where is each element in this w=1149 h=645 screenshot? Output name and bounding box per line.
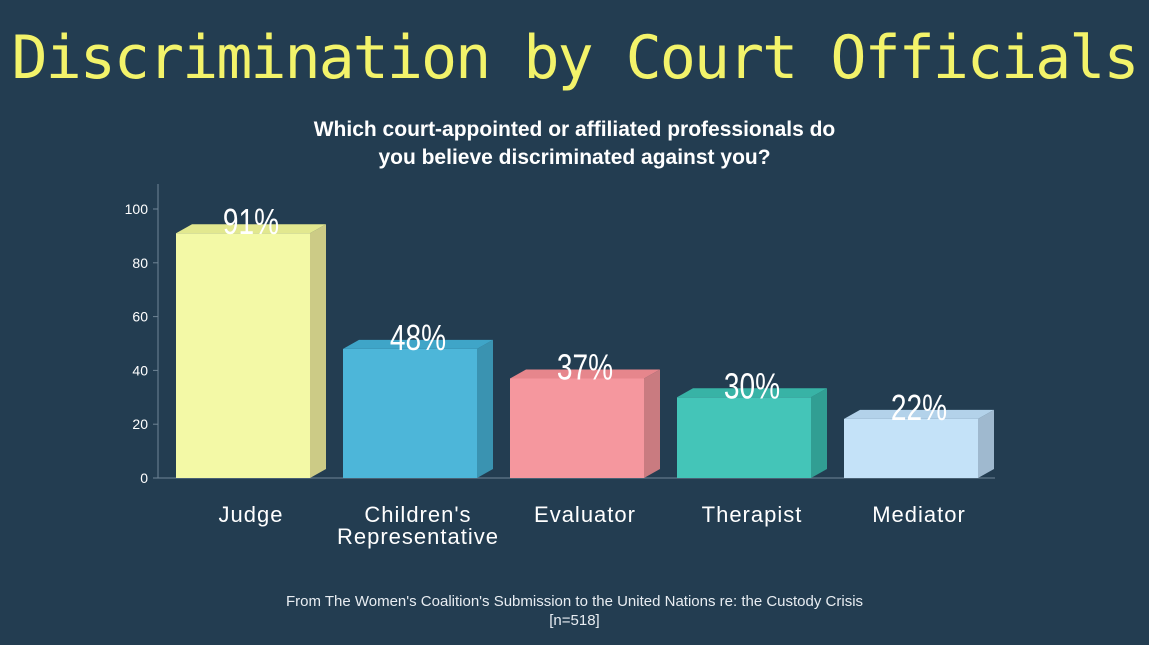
data-label: 48% (390, 318, 446, 358)
bar-side (644, 369, 660, 478)
category-label: Representative (337, 524, 499, 549)
bar-top (343, 339, 493, 349)
category-label: Evaluator (534, 502, 636, 527)
bar-side (310, 224, 326, 478)
y-tick-label: 0 (140, 470, 148, 486)
footer-source: From The Women's Coalition's Submission … (285, 593, 864, 610)
category-label: Judge (219, 502, 284, 527)
category-label: Mediator (872, 502, 966, 527)
chart-title: Discrimination by Court Officials (11, 23, 1139, 93)
bar-front (844, 418, 978, 478)
bar-top (510, 369, 660, 379)
category-label: Children's (364, 502, 471, 527)
bar-top (677, 388, 827, 398)
y-tick-label: 40 (132, 362, 148, 378)
source-footer: From The Women's Coalition's Submission … (0, 592, 1149, 630)
bar-side (978, 409, 994, 478)
y-tick-label: 60 (132, 309, 148, 325)
bar-side (477, 339, 493, 478)
bar-front (343, 348, 477, 478)
bar-front (677, 397, 811, 478)
data-label: 37% (557, 347, 613, 387)
bar-top (844, 409, 994, 419)
bar-top (176, 224, 326, 234)
subtitle-line-2: you believe discriminated against you? (378, 146, 771, 169)
y-tick-label: 20 (132, 416, 148, 432)
category-label: Therapist (702, 502, 803, 527)
chart-subtitle: Which court-appointed or affiliated prof… (0, 116, 1149, 172)
y-tick-label: 80 (132, 255, 148, 271)
data-label: 22% (891, 387, 947, 427)
y-tick-label: 100 (125, 201, 149, 217)
bar-side (811, 388, 827, 478)
subtitle-line-1: Which court-appointed or affiliated prof… (313, 118, 836, 141)
data-label: 91% (223, 202, 279, 242)
data-label: 30% (724, 366, 780, 406)
bar-front (176, 233, 310, 478)
bar-front (510, 378, 644, 478)
footer-sample-size: [n=518] (549, 612, 600, 629)
